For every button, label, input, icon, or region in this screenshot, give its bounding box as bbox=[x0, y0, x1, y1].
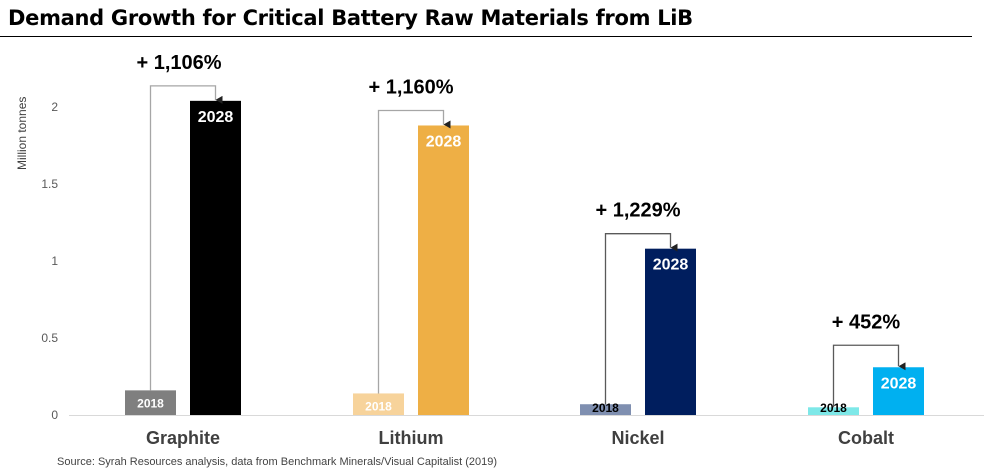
category-label-cobalt: Cobalt bbox=[838, 428, 894, 448]
y-tick-label: 2 bbox=[51, 100, 58, 114]
bar-2018-lithium bbox=[353, 393, 404, 415]
bar-label-2028: 2028 bbox=[653, 257, 689, 274]
growth-label: + 1,229% bbox=[595, 200, 680, 222]
bar-label-2018: 2018 bbox=[820, 401, 847, 415]
bar-2018-nickel bbox=[580, 404, 631, 415]
category-label-nickel: Nickel bbox=[611, 428, 664, 448]
growth-connector-arrow bbox=[604, 233, 678, 405]
bar-2028-nickel bbox=[645, 248, 696, 415]
bar-label-2028: 2028 bbox=[198, 109, 234, 126]
y-tick-label: 0.5 bbox=[41, 331, 58, 345]
growth-label: + 452% bbox=[832, 311, 901, 333]
bar-label-2028: 2028 bbox=[881, 375, 917, 392]
growth-connector-arrow bbox=[149, 85, 223, 391]
title-divider bbox=[0, 36, 972, 37]
y-axis-label: Million tonnes bbox=[15, 97, 29, 170]
growth-connector-arrow bbox=[377, 109, 451, 394]
bar-label-2018: 2018 bbox=[592, 401, 619, 415]
bar-2028-cobalt bbox=[873, 367, 924, 415]
growth-connector-arrow bbox=[832, 344, 906, 408]
bar-2018-graphite bbox=[125, 390, 176, 415]
y-tick-label: 1 bbox=[51, 254, 58, 268]
bar-2028-graphite bbox=[190, 100, 241, 415]
y-tick-label: 1.5 bbox=[41, 177, 58, 191]
chart-title: Demand Growth for Critical Battery Raw M… bbox=[8, 6, 693, 30]
category-label-lithium: Lithium bbox=[379, 428, 444, 448]
category-label-graphite: Graphite bbox=[146, 428, 220, 448]
bar-label-2018: 2018 bbox=[365, 399, 392, 413]
bar-2028-lithium bbox=[418, 125, 469, 415]
bar-2018-cobalt bbox=[808, 407, 859, 415]
bar-label-2028: 2028 bbox=[426, 133, 462, 150]
growth-label: + 1,106% bbox=[136, 52, 221, 74]
source-note: Source: Syrah Resources analysis, data f… bbox=[57, 456, 497, 468]
bar-label-2018: 2018 bbox=[137, 396, 164, 410]
growth-label: + 1,160% bbox=[368, 76, 453, 98]
y-tick-label: 0 bbox=[51, 408, 58, 422]
